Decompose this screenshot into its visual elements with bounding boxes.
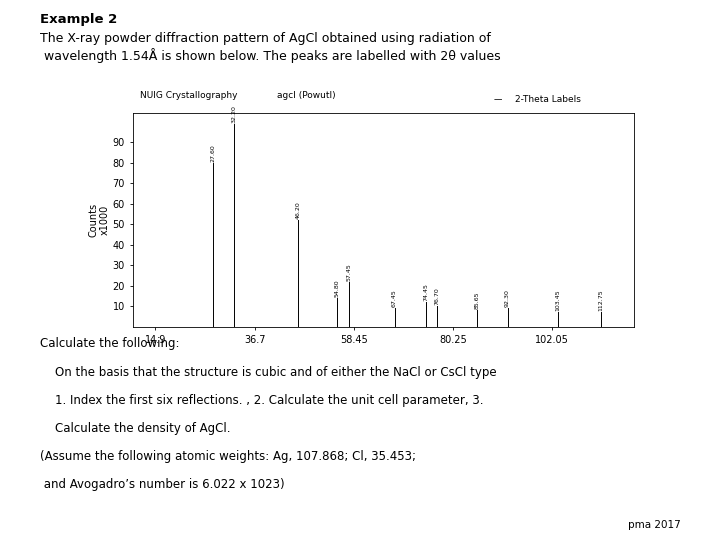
Text: Calculate the density of AgCl.: Calculate the density of AgCl.	[40, 422, 230, 435]
Text: On the basis that the structure is cubic and of either the NaCl or CsCl type: On the basis that the structure is cubic…	[40, 366, 496, 379]
Text: and Avogadro’s number is 6.022 x 1023): and Avogadro’s number is 6.022 x 1023)	[40, 478, 284, 491]
Text: pma 2017: pma 2017	[628, 520, 680, 530]
Text: 67.45: 67.45	[392, 289, 397, 307]
Text: 46.20: 46.20	[295, 201, 300, 219]
Text: Example 2: Example 2	[40, 14, 117, 26]
Text: 32.20: 32.20	[232, 105, 237, 123]
Text: 27.60: 27.60	[211, 144, 216, 161]
Text: 112.75: 112.75	[598, 289, 603, 312]
Y-axis label: Counts
x1000: Counts x1000	[88, 203, 109, 237]
Text: Calculate the following:: Calculate the following:	[40, 338, 179, 350]
Text: 2-Theta Labels: 2-Theta Labels	[515, 94, 580, 104]
Text: The X-ray powder diffraction pattern of AgCl obtained using radiation of
 wavele: The X-ray powder diffraction pattern of …	[40, 32, 500, 63]
Text: 1. Index the first six reflections. , 2. Calculate the unit cell parameter, 3.: 1. Index the first six reflections. , 2.…	[40, 394, 483, 407]
Text: 74.45: 74.45	[424, 283, 429, 301]
Text: 92.30: 92.30	[505, 289, 510, 307]
Text: agcl (Powutl): agcl (Powutl)	[277, 91, 336, 100]
Text: 54.80: 54.80	[335, 279, 340, 297]
Text: 103.45: 103.45	[556, 289, 561, 312]
Text: —: —	[493, 94, 502, 104]
Text: 85.65: 85.65	[474, 292, 480, 309]
Text: (Assume the following atomic weights: Ag, 107.868; Cl, 35.453;: (Assume the following atomic weights: Ag…	[40, 450, 415, 463]
Text: NUIG Crystallography: NUIG Crystallography	[140, 91, 238, 100]
Text: 76.70: 76.70	[434, 287, 439, 305]
Text: 57.45: 57.45	[346, 263, 351, 281]
